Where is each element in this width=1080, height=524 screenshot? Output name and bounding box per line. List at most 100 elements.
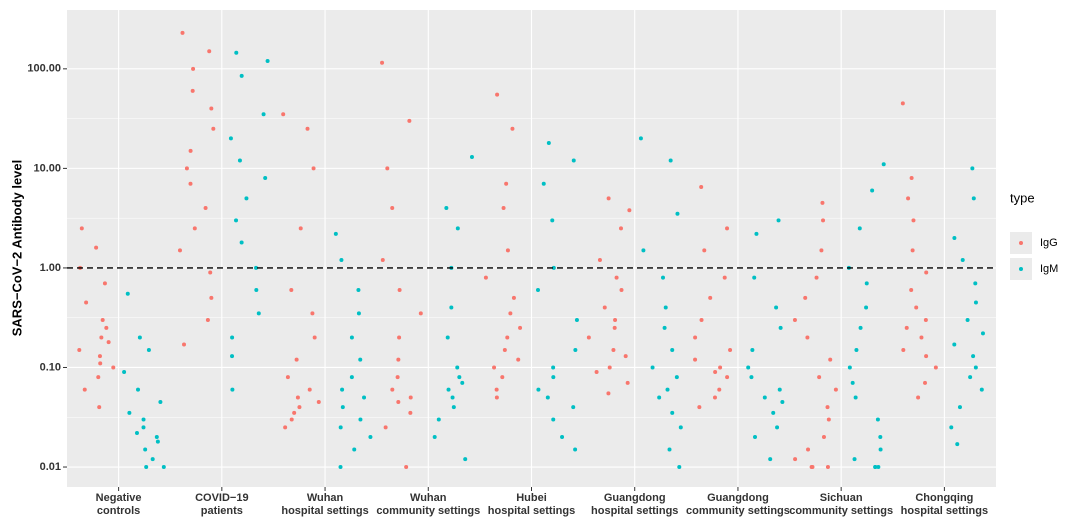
point (768, 457, 773, 462)
point (536, 387, 541, 392)
point (762, 395, 767, 400)
point (134, 430, 139, 435)
point (670, 347, 675, 352)
point (638, 136, 643, 141)
point (99, 335, 104, 340)
point (916, 395, 921, 400)
point (111, 365, 116, 370)
x-tick-label: Guangdong community settings (686, 492, 790, 517)
point (97, 354, 102, 359)
point (508, 311, 513, 316)
legend-marker (1019, 241, 1023, 245)
point (546, 140, 551, 145)
y-tick-label: 1.00 (40, 262, 61, 274)
point (203, 205, 208, 210)
point (265, 58, 270, 63)
point (263, 176, 268, 181)
point (749, 375, 754, 380)
point (492, 365, 497, 370)
point (551, 375, 556, 380)
point (234, 50, 239, 55)
point (551, 417, 556, 422)
point (792, 317, 797, 322)
point (806, 447, 811, 452)
point (188, 181, 193, 186)
point (625, 380, 630, 385)
point (146, 347, 151, 352)
point (702, 248, 707, 253)
point (106, 340, 111, 345)
point (418, 311, 423, 316)
y-axis-title: SARS−CoV−2 Antibody level (9, 160, 24, 337)
point (657, 395, 662, 400)
point (483, 275, 488, 280)
point (144, 465, 149, 470)
y-tick-label: 10.00 (33, 162, 61, 174)
point (380, 60, 385, 65)
point (979, 387, 984, 392)
point (463, 457, 468, 462)
point (239, 240, 244, 245)
point (677, 465, 682, 470)
point (256, 311, 261, 316)
point (870, 188, 875, 193)
x-tick-label: Sichuan community settings (789, 492, 893, 517)
point (460, 380, 465, 385)
point (821, 218, 826, 223)
point (190, 88, 195, 93)
point (725, 226, 730, 231)
point (780, 399, 785, 404)
point (150, 457, 155, 462)
legend-label: IgM (1040, 263, 1058, 275)
x-tick-label: Wuhan hospital settings (281, 492, 368, 517)
point (349, 335, 354, 340)
point (501, 205, 506, 210)
point (607, 365, 612, 370)
point (396, 357, 401, 362)
point (778, 325, 783, 330)
point (881, 162, 886, 167)
point (285, 375, 290, 380)
point (910, 248, 915, 253)
point (606, 391, 611, 396)
point (853, 395, 858, 400)
point (613, 317, 618, 322)
point (191, 66, 196, 71)
x-tick-label: Negative controls (96, 492, 142, 517)
point (244, 196, 249, 201)
point (750, 347, 755, 352)
point (432, 435, 437, 440)
point (660, 275, 665, 280)
point (699, 185, 704, 190)
point (356, 311, 361, 316)
point (161, 465, 166, 470)
point (451, 405, 456, 410)
point (312, 335, 317, 340)
point (205, 317, 210, 322)
point (803, 295, 808, 300)
point (850, 380, 855, 385)
point (494, 387, 499, 392)
point (94, 245, 99, 250)
point (924, 354, 929, 359)
point (446, 387, 451, 392)
point (675, 211, 680, 216)
point (408, 395, 413, 400)
point (697, 405, 702, 410)
point (949, 425, 954, 430)
point (340, 405, 345, 410)
point (717, 387, 722, 392)
point (693, 335, 698, 340)
point (122, 370, 127, 375)
point (237, 158, 242, 163)
point (573, 447, 578, 452)
point (339, 258, 344, 263)
point (847, 365, 852, 370)
point (571, 405, 576, 410)
point (311, 166, 316, 171)
x-tick-label: COVID−19 patients (195, 492, 249, 517)
point (368, 435, 373, 440)
point (708, 295, 713, 300)
point (154, 435, 159, 440)
point (230, 335, 235, 340)
